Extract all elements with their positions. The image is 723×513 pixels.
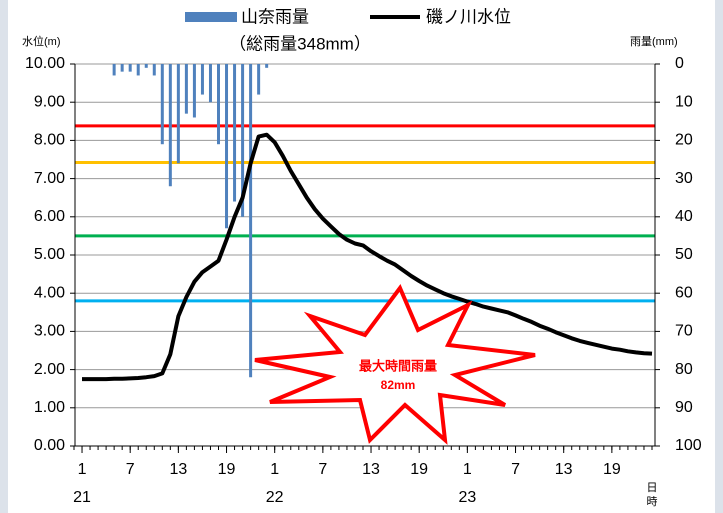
subtitle: （総雨量348mm） — [229, 34, 371, 53]
annotation-title: 最大時間雨量 — [359, 358, 437, 373]
y2-tick-label: 100 — [675, 437, 702, 454]
rain-bar — [160, 64, 164, 145]
y-tick-label: 0.00 — [34, 437, 65, 454]
day-label: 23 — [458, 489, 476, 506]
x-tick-label: 13 — [169, 461, 187, 478]
rain-bar — [200, 64, 204, 95]
x-axis-label-2: 時 — [647, 495, 658, 508]
y-tick-label: 3.00 — [34, 323, 65, 340]
rain-bar — [152, 64, 156, 76]
day-label: 21 — [73, 489, 91, 506]
legend-swatch — [185, 12, 237, 22]
y2-tick-label: 20 — [675, 132, 693, 149]
y2-tick-label: 90 — [675, 399, 693, 416]
rain-bar — [225, 64, 229, 229]
plot-area: 0.00 1.00 2.00 3.00 4.00 5.00 6.00 7.00 8.00 9.00… — [25, 55, 702, 506]
y-axis-label: 水位(m) — [22, 34, 61, 48]
rain-bar — [168, 64, 172, 187]
rain-bar — [184, 64, 188, 114]
y-tick-label: 10.00 — [25, 55, 65, 72]
y2-axis-label: 雨量(mm) — [630, 35, 678, 48]
x-tick-label: 7 — [511, 461, 520, 478]
starburst — [254, 284, 536, 445]
x-tick-label: 19 — [410, 461, 428, 478]
rain-bar — [233, 64, 237, 202]
y-tick-label: 5.00 — [34, 246, 65, 263]
rain-bar — [136, 64, 140, 76]
y-tick-label: 7.00 — [34, 170, 65, 187]
y2-tick-label: 70 — [675, 323, 693, 340]
y2-tick-label: 30 — [675, 170, 693, 187]
y2-tick-label: 60 — [675, 284, 693, 301]
y-tick-label: 1.00 — [34, 399, 65, 416]
x-tick-label: 1 — [78, 461, 87, 478]
x-tick-label: 1 — [463, 461, 472, 478]
rain-bar — [217, 64, 220, 145]
x-tick-label: 1 — [270, 461, 279, 478]
x-tick-label: 13 — [555, 461, 573, 478]
y-tick-label: 2.00 — [34, 361, 65, 378]
rain-bar — [208, 64, 212, 103]
rain-bar — [120, 64, 124, 72]
rain-bar — [144, 64, 148, 68]
rain-bar — [112, 64, 116, 76]
water-level-line — [82, 132, 653, 382]
y-tick-label: 9.00 — [34, 93, 65, 110]
x-tick-label: 7 — [318, 461, 327, 478]
x-tick-label: 7 — [126, 461, 135, 478]
x-tick-label: 13 — [362, 461, 380, 478]
rain-bar — [176, 64, 180, 164]
y2-tick-label: 10 — [675, 93, 693, 110]
rain-bar — [128, 64, 132, 72]
rain-bar — [265, 64, 269, 68]
y2-tick-label: 40 — [675, 208, 693, 225]
x-axis-label-1: 日 — [647, 482, 658, 494]
chart-background — [8, 0, 715, 513]
legend-label: 磯ノ川水位 — [426, 7, 511, 26]
y-tick-label: 6.00 — [34, 208, 65, 225]
y2-tick-label: 80 — [675, 361, 693, 378]
annotation-text: 82mm — [381, 378, 416, 392]
rain-bar — [249, 64, 253, 378]
x-tick-label: 19 — [218, 461, 236, 478]
rain-bar — [192, 64, 196, 118]
y-tick-label: 4.00 — [34, 284, 65, 301]
rain-bar — [257, 64, 261, 95]
y-tick-label: 8.00 — [34, 132, 65, 149]
legend-label: 山奈雨量 — [241, 7, 309, 26]
y2-tick-label: 0 — [675, 55, 684, 72]
x-tick-label: 19 — [603, 461, 621, 478]
y2-tick-label: 50 — [675, 246, 693, 263]
rain-bar — [241, 64, 245, 217]
day-label: 22 — [266, 489, 284, 506]
